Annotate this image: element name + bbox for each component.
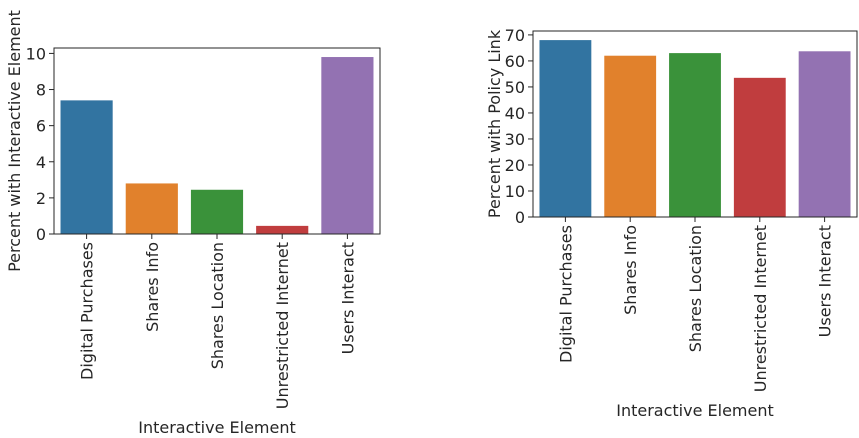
y-tick-label: 10: [26, 44, 46, 63]
y-tick-label: 30: [505, 130, 525, 149]
y-tick-label: 8: [36, 81, 46, 100]
bar-unrestricted-internet: [256, 225, 309, 234]
bar-shares-location: [190, 189, 244, 234]
policy-link-chart: 0 10 20 30 40 50 60 70 Digital Purchases Shares I…: [485, 26, 858, 420]
y-tick-label: 2: [36, 189, 46, 208]
x-tick-label-unrestricted-internet: Unrestricted Internet: [751, 225, 770, 392]
x-tick-label-shares-location: Shares Location: [208, 242, 227, 369]
bar-digital-purchases: [539, 40, 592, 217]
x-tick-label-shares-info: Shares Info: [621, 225, 640, 315]
x-tick-label-digital-purchases: Digital Purchases: [556, 225, 575, 363]
bar-shares-info: [125, 183, 178, 234]
y-axis-label: Percent with Policy Link: [485, 29, 504, 218]
bar-unrestricted-internet: [733, 77, 786, 217]
y-tick-label: 60: [505, 52, 525, 71]
y-axis-label: Percent with Interactive Element: [5, 10, 24, 272]
x-tick-label-digital-purchases: Digital Purchases: [78, 242, 97, 380]
bar-users-interact: [321, 57, 374, 234]
bar-digital-purchases: [60, 100, 113, 235]
y-tick-label: 0: [36, 225, 46, 244]
y-tick-label: 50: [505, 78, 525, 97]
y-tick-label: 10: [505, 182, 525, 201]
bar-users-interact: [798, 51, 851, 217]
x-axis-label: Interactive Element: [138, 418, 296, 437]
x-tick-label-users-interact: Users Interact: [338, 242, 357, 354]
interactive-element-chart: 0 2 4 6 8 10 Digital Purchases Shares Info Share…: [5, 10, 381, 437]
y-tick-label: 4: [36, 153, 46, 172]
x-tick-label-shares-info: Shares Info: [143, 242, 162, 332]
x-axis-label: Interactive Element: [616, 401, 774, 420]
bar-shares-info: [604, 55, 657, 218]
y-tick-label: 0: [515, 208, 525, 227]
x-tick-label-shares-location: Shares Location: [686, 225, 705, 352]
x-tick-label-users-interact: Users Interact: [816, 225, 835, 337]
y-tick-label: 40: [505, 104, 525, 123]
bar-shares-location: [669, 53, 721, 217]
y-tick-label: 70: [505, 26, 525, 45]
y-tick-label: 6: [36, 117, 46, 136]
y-tick-label: 20: [505, 156, 525, 175]
x-tick-label-unrestricted-internet: Unrestricted Internet: [273, 242, 292, 409]
